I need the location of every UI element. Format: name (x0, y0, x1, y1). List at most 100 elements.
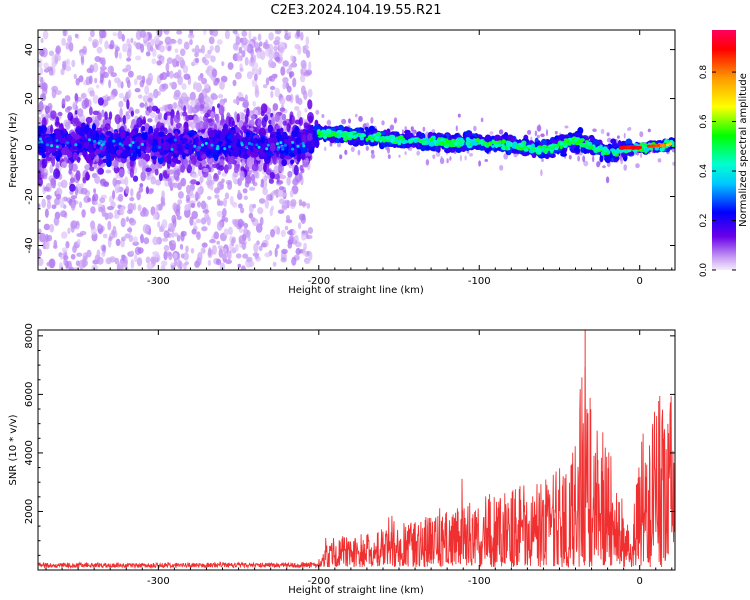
spectral-noise-blob (180, 164, 186, 173)
spectral-noise-blob (304, 108, 308, 113)
spectral-noise-blob (54, 121, 61, 127)
spectral-noise-blob (89, 90, 95, 97)
spectral-noise-blob (127, 70, 134, 78)
spectral-noise-blob (296, 30, 301, 38)
spectral-noise-blob (175, 208, 181, 217)
spectral-noise-blob (183, 73, 191, 80)
spectral-noise-blob (97, 224, 102, 230)
spectral-noise-blob (254, 109, 259, 116)
spectral-noise-blob (239, 67, 244, 72)
spectral-noise-blob (90, 206, 96, 214)
spectral-noise-blob (294, 43, 301, 50)
spectral-noise-blob (80, 92, 87, 100)
spectral-noise-blob (162, 237, 169, 242)
spectral-noise-blob (180, 111, 184, 117)
spectral-noise-blob (240, 265, 246, 270)
spectral-noise-blob (80, 56, 85, 66)
spectral-noise-blob (104, 40, 109, 50)
spectral-noise-blob (73, 73, 78, 80)
spectral-noise-blob (183, 105, 187, 114)
spectral-noise-blob (207, 196, 212, 200)
spectral-noise-blob (78, 75, 84, 83)
spectral-noise-blob (180, 125, 184, 135)
spectral-noise-blob (114, 114, 121, 125)
spectral-noise-blob (96, 249, 101, 259)
spectral-noise-blob (305, 234, 313, 240)
spectral-noise-blob (183, 252, 189, 261)
spectral-noise-blob (142, 95, 149, 103)
spectral-noise-blob (214, 44, 221, 54)
spectral-core-blob (85, 154, 92, 164)
spectral-noise-blob (170, 264, 175, 270)
spectral-noise-blob (161, 190, 165, 199)
spectral-noise-blob (459, 154, 462, 162)
spectral-noise-blob (251, 79, 258, 87)
spectral-noise-blob (130, 110, 134, 117)
spectral-core-blob (158, 131, 165, 138)
spectral-noise-blob (350, 146, 355, 152)
spectral-noise-blob (295, 95, 300, 104)
spectral-noise-blob (288, 235, 294, 245)
spectral-noise-blob (298, 199, 303, 207)
spectral-noise-blob (155, 179, 162, 186)
spectral-noise-blob (422, 126, 426, 132)
spectral-noise-blob (208, 36, 215, 45)
spectral-noise-blob (138, 186, 144, 193)
spectral-noise-blob (583, 160, 589, 167)
spectral-noise-blob (321, 114, 325, 118)
spectral-noise-blob (503, 153, 509, 160)
spectral-noise-blob (118, 92, 124, 99)
spectral-noise-blob (55, 90, 62, 95)
spectral-noise-blob (114, 257, 120, 265)
spectral-noise-blob (176, 215, 182, 221)
spectral-noise-blob (337, 142, 342, 148)
spectral-noise-blob (213, 81, 219, 86)
spectral-noise-blob (272, 103, 279, 111)
spectral-noise-blob (270, 228, 275, 238)
spectral-noise-blob (279, 46, 285, 54)
spectral-noise-blob (65, 42, 70, 50)
spectral-noise-blob (130, 259, 135, 269)
spectral-noise-blob (108, 236, 113, 242)
spectral-noise-blob (86, 249, 92, 258)
spectral-noise-blob (150, 206, 156, 216)
spectral-noise-blob (287, 31, 292, 37)
spectral-noise-blob (218, 200, 224, 206)
spectral-noise-blob (181, 83, 187, 90)
spectral-noise-blob (71, 59, 76, 68)
spectral-noise-blob (499, 164, 504, 171)
spectral-noise-blob (168, 177, 172, 188)
spectral-core-blob (242, 154, 249, 160)
spectral-noise-blob (157, 112, 162, 120)
spectral-noise-blob (260, 103, 268, 114)
spectral-noise-blob (194, 44, 200, 55)
spectral-noise-blob (51, 89, 57, 99)
spectral-noise-blob (208, 247, 212, 257)
spectral-noise-blob (139, 183, 144, 188)
spectral-core-blob (562, 148, 566, 156)
spectral-core-blob (99, 133, 105, 140)
spectral-noise-blob (276, 172, 280, 183)
spectral-noise-blob (76, 239, 81, 245)
spectral-noise-blob (216, 39, 223, 45)
spectral-noise-blob (236, 113, 240, 123)
spectral-core-blob (151, 155, 158, 160)
spectral-noise-blob (69, 266, 74, 270)
spectral-noise-blob (370, 149, 375, 155)
spectral-noise-blob (43, 223, 51, 231)
spectral-noise-blob (104, 111, 108, 120)
spectral-noise-blob (82, 259, 89, 267)
spectral-noise-blob (268, 49, 275, 60)
spectral-noise-blob (59, 198, 65, 209)
spectral-noise-blob (219, 158, 225, 168)
spectral-noise-blob (657, 158, 662, 163)
spectral-noise-blob (294, 106, 300, 111)
spectral-noise-blob (245, 174, 252, 184)
spectral-noise-blob (74, 33, 78, 38)
spectral-noise-blob (268, 32, 274, 41)
spectral-noise-blob (191, 228, 197, 235)
spectral-noise-blob (150, 39, 155, 47)
spectral-noise-blob (303, 242, 307, 251)
spectral-noise-blob (235, 36, 241, 46)
spectral-noise-blob (280, 66, 286, 76)
